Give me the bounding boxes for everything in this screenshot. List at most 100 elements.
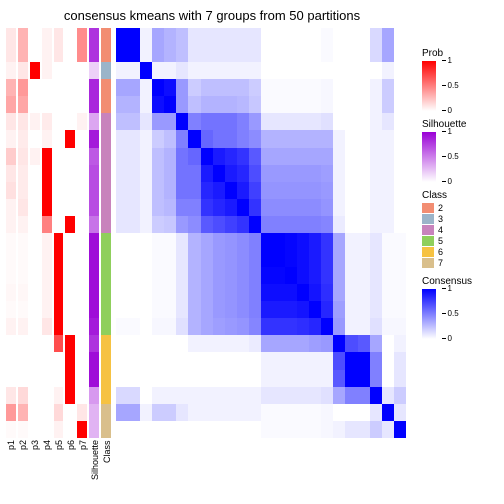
heatmap-cell: [382, 182, 394, 199]
prob-cell: [30, 370, 40, 387]
legend-class-row: 2: [422, 203, 500, 213]
heatmap-cell: [370, 165, 382, 182]
heatmap-cell: [140, 233, 152, 250]
heatmap-cell: [128, 370, 140, 387]
silhouette-cell: [89, 165, 99, 182]
heatmap-row: [116, 45, 406, 62]
heatmap-cell: [213, 182, 225, 199]
prob-col-p2: [18, 28, 28, 438]
heatmap-cell: [309, 370, 321, 387]
heatmap-cell: [176, 267, 188, 284]
heatmap-cell: [249, 45, 261, 62]
prob-cell: [65, 421, 75, 438]
class-cell: [101, 335, 111, 352]
heatmap-cell: [164, 148, 176, 165]
heatmap-cell: [370, 130, 382, 147]
heatmap-cell: [237, 165, 249, 182]
heatmap-cell: [152, 335, 164, 352]
heatmap-cell: [285, 62, 297, 79]
column-label: p7: [78, 440, 88, 498]
heatmap-cell: [213, 370, 225, 387]
prob-cell: [6, 165, 16, 182]
prob-cell: [42, 250, 52, 267]
silhouette-cell: [89, 267, 99, 284]
heatmap-cell: [152, 130, 164, 147]
heatmap-cell: [225, 28, 237, 45]
legend-class-swatch: [422, 258, 434, 268]
heatmap-cell: [273, 404, 285, 421]
heatmap-cell: [321, 267, 333, 284]
heatmap-cell: [225, 199, 237, 216]
legend-tick: 1: [442, 57, 452, 65]
heatmap-cell: [261, 96, 273, 113]
heatmap-cell: [128, 96, 140, 113]
heatmap-row: [116, 370, 406, 387]
silhouette-cell: [89, 216, 99, 233]
heatmap-cell: [382, 216, 394, 233]
heatmap-cell: [333, 96, 345, 113]
heatmap-cell: [394, 45, 406, 62]
heatmap-cell: [152, 421, 164, 438]
heatmap-cell: [370, 370, 382, 387]
prob-col-p3: [30, 28, 40, 438]
heatmap-cell: [358, 216, 370, 233]
column-labels: p1p2p3p4p5p6p7SilhouetteClass: [6, 440, 111, 498]
heatmap-cell: [237, 250, 249, 267]
heatmap-cell: [321, 79, 333, 96]
prob-cell: [18, 404, 28, 421]
heatmap-cell: [297, 387, 309, 404]
heatmap-cell: [382, 130, 394, 147]
heatmap-cell: [273, 318, 285, 335]
heatmap-cell: [116, 301, 128, 318]
prob-cell: [30, 216, 40, 233]
heatmap-cell: [333, 199, 345, 216]
heatmap-cell: [261, 335, 273, 352]
heatmap-cell: [333, 79, 345, 96]
heatmap-cell: [176, 182, 188, 199]
prob-cell: [30, 267, 40, 284]
heatmap-cell: [201, 421, 213, 438]
heatmap-cell: [176, 130, 188, 147]
heatmap-cell: [370, 233, 382, 250]
legend-class-swatch: [422, 247, 434, 257]
heatmap-cell: [382, 370, 394, 387]
prob-cell: [65, 62, 75, 79]
heatmap-cell: [152, 28, 164, 45]
heatmap-cell: [297, 250, 309, 267]
legend-class-row: 6: [422, 247, 500, 257]
heatmap-cell: [261, 404, 273, 421]
heatmap-cell: [394, 79, 406, 96]
prob-cell: [54, 370, 64, 387]
heatmap-cell: [176, 335, 188, 352]
heatmap-cell: [249, 113, 261, 130]
heatmap-cell: [225, 45, 237, 62]
prob-cell: [42, 335, 52, 352]
prob-cell: [18, 387, 28, 404]
heatmap-cell: [128, 182, 140, 199]
silhouette-cell: [89, 45, 99, 62]
heatmap-cell: [261, 284, 273, 301]
heatmap-cell: [394, 96, 406, 113]
heatmap-cell: [116, 370, 128, 387]
prob-cell: [54, 250, 64, 267]
heatmap-cell: [152, 199, 164, 216]
heatmap-cell: [128, 216, 140, 233]
heatmap-cell: [116, 165, 128, 182]
heatmap-cell: [237, 199, 249, 216]
legend-tick: 0.5: [442, 310, 459, 318]
heatmap-cell: [164, 284, 176, 301]
prob-cell: [42, 387, 52, 404]
heatmap-cell: [285, 28, 297, 45]
heatmap-cell: [140, 28, 152, 45]
heatmap-cell: [213, 233, 225, 250]
heatmap-cell: [176, 148, 188, 165]
heatmap-cell: [201, 370, 213, 387]
prob-cell: [6, 62, 16, 79]
prob-cell: [30, 301, 40, 318]
heatmap-cell: [261, 387, 273, 404]
heatmap-cell: [116, 216, 128, 233]
heatmap-cell: [394, 404, 406, 421]
prob-cell: [54, 28, 64, 45]
prob-cell: [54, 113, 64, 130]
heatmap-cell: [249, 62, 261, 79]
